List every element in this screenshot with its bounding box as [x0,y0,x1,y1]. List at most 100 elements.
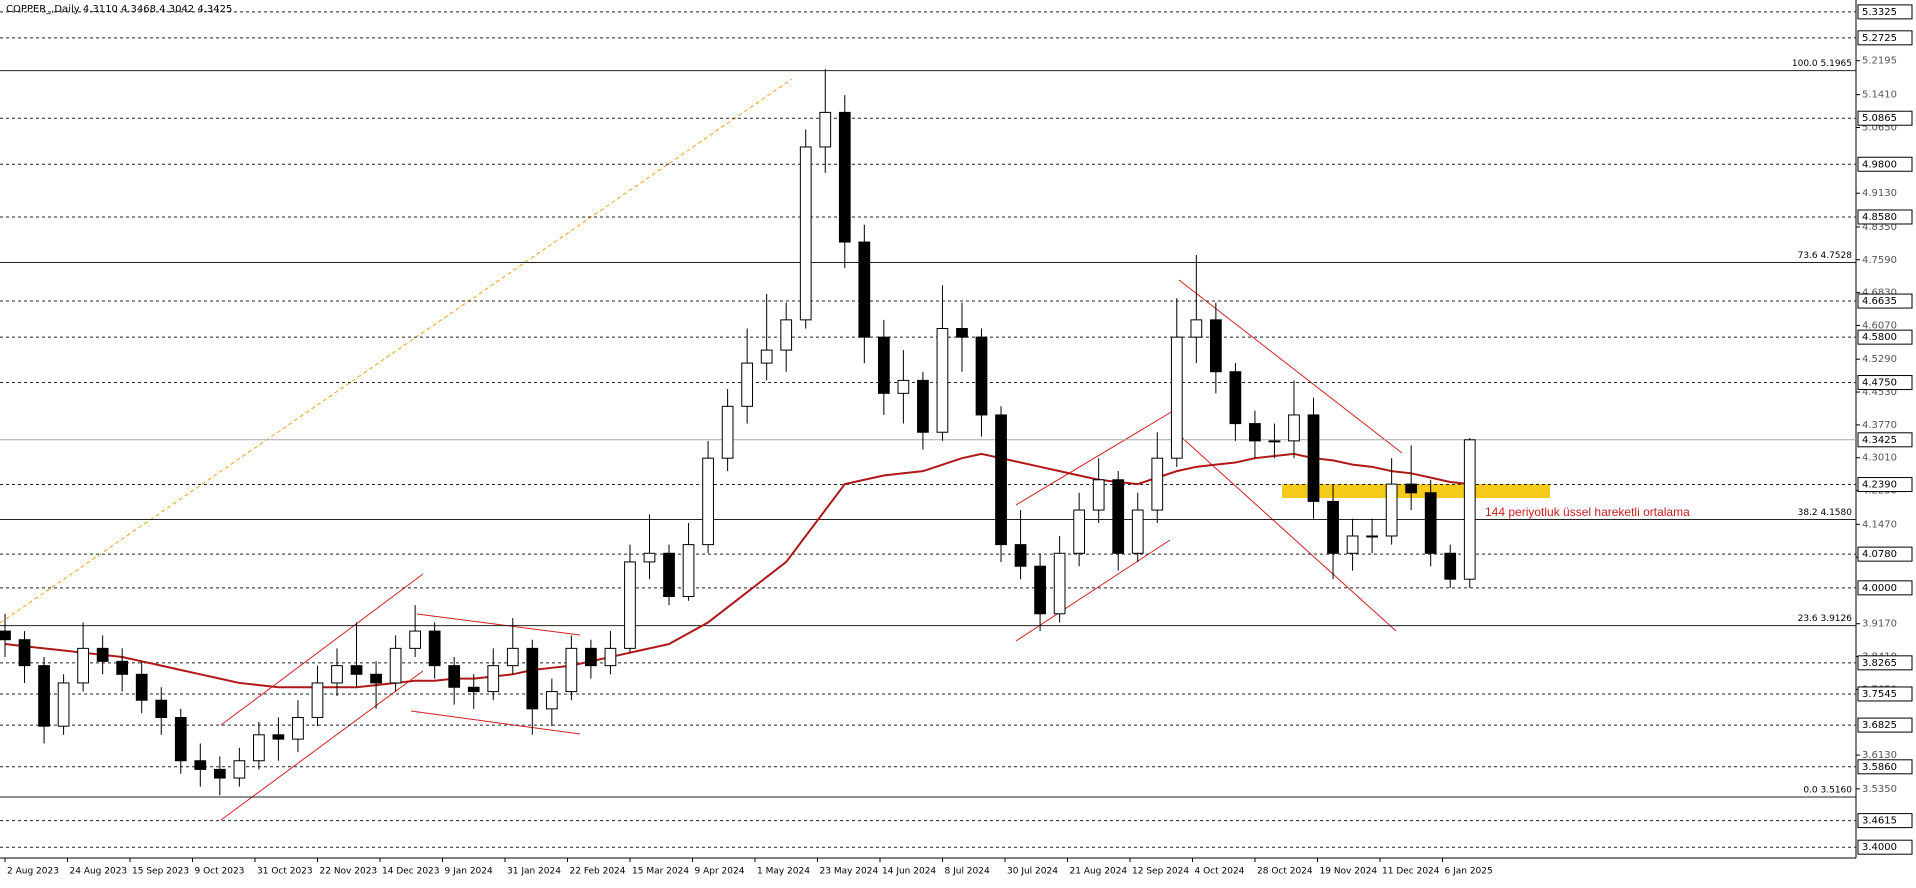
candle-body [585,647,597,667]
candle-body [213,768,226,779]
x-tick-label: 1 May 2024 [757,867,810,877]
level-label: 5.0865 [1862,113,1897,124]
level-label: 3.7545 [1862,689,1897,700]
candle-body [1366,535,1378,538]
x-tick-label: 31 Oct 2023 [257,867,313,877]
trend-line [410,710,581,735]
level-box [1857,4,1913,20]
level-box [1857,717,1913,733]
level-label: 3.4615 [1862,816,1897,827]
annotation: 144 periyotluk üssel hareketli ortalama [1485,505,1690,519]
candle-body [565,647,578,693]
candle-body [1424,492,1437,554]
trend-line [1178,434,1397,632]
trend-line [416,613,581,636]
candle-body [253,734,265,762]
x-tick-label: 23 May 2024 [820,867,879,877]
candle-body [1288,414,1300,442]
level-box [1857,293,1913,309]
y-tick-label: 4.6830 [1862,288,1897,299]
level-label: 5.3325 [1862,7,1897,18]
y-tick-label: 4.4530 [1862,387,1897,398]
candle-body [819,111,832,148]
x-tick-label: 30 Jul 2024 [1007,867,1058,877]
x-tick-label: 14 Dec 2023 [382,867,440,877]
trend-line [1015,410,1174,506]
level-box [1857,30,1913,46]
y-tick-label: 4.3770 [1862,420,1897,431]
candle-body [624,561,636,649]
level-label: 3.4000 [1862,842,1897,853]
candle-body [311,682,324,719]
candle-body [1190,319,1203,338]
candle-body [116,660,129,675]
candle-body [487,665,500,693]
candle-body [38,665,50,727]
candle-body [604,647,617,667]
candle-body [1307,414,1320,502]
candle-body [1112,479,1125,554]
level-box [1857,209,1913,225]
fib-line [0,78,793,624]
level-label: 4.6635 [1862,296,1897,307]
level-label: 3.6825 [1862,720,1897,731]
candle-body [936,328,949,433]
candle-body [760,349,773,364]
candle-body [995,414,1007,546]
x-tick-label: 14 Jun 2024 [882,867,936,877]
candle-body [1209,319,1222,373]
y-tick-label: 4.9130 [1862,188,1897,199]
candle-body [721,405,734,459]
candle-body [1463,439,1476,580]
candle-body [643,552,656,563]
x-tick-label: 19 Nov 2024 [1320,867,1378,877]
level-label: 4.2390 [1862,480,1897,491]
candle-body [292,717,304,740]
y-tick-label: 4.3010 [1862,453,1897,464]
trend-line [220,573,424,726]
y-tick-label: 5.1410 [1862,90,1897,101]
candle-body [0,630,11,641]
x-tick-label: 11 Dec 2024 [1382,867,1440,877]
y-tick-label: 3.6130 [1862,750,1897,761]
level-box [1857,477,1913,493]
last-price-label: 4.3425 [1862,435,1897,446]
fib-level-label: 23.6 3.9126 [1798,614,1853,624]
level-box [1857,156,1913,172]
x-tick-label: 12 Sep 2024 [1132,867,1189,877]
candle-body [1014,544,1027,567]
candle-body [545,691,558,710]
candle-body [506,647,519,667]
x-tick-label: 15 Mar 2024 [632,867,689,877]
candle-body [448,665,461,688]
candle-body [799,146,812,321]
candle-body [1229,371,1242,425]
level-box [1857,546,1913,562]
y-tick-label: 4.5290 [1862,354,1897,365]
candle-body [233,760,246,779]
x-tick-label: 9 Apr 2024 [695,867,745,877]
chart-title: COPPER_,Daily 4.3110 4.3468 4.3042 4.342… [6,4,232,15]
candle-body [526,647,539,710]
level-box [1857,580,1913,596]
level-box [1857,759,1913,775]
candle-body [858,241,871,338]
candle-body [1444,552,1457,580]
level-box [1857,375,1913,391]
candle-body [741,362,754,407]
y-tick-label: 4.6070 [1862,320,1897,331]
fib-level-label: 38.2 4.1580 [1798,508,1853,518]
x-tick-label: 9 Oct 2023 [195,867,245,877]
level-box [1857,432,1913,448]
y-tick-label: 3.9170 [1862,619,1897,630]
candle-body [370,673,382,684]
candle-body [77,647,89,684]
candle-body [96,647,109,662]
level-label: 4.8580 [1862,212,1897,223]
x-tick-label: 9 Jan 2024 [445,867,493,877]
y-tick-label: 3.5350 [1862,784,1897,795]
level-label: 3.5860 [1862,762,1897,773]
candle-body [174,717,187,762]
candle-body [272,734,285,740]
